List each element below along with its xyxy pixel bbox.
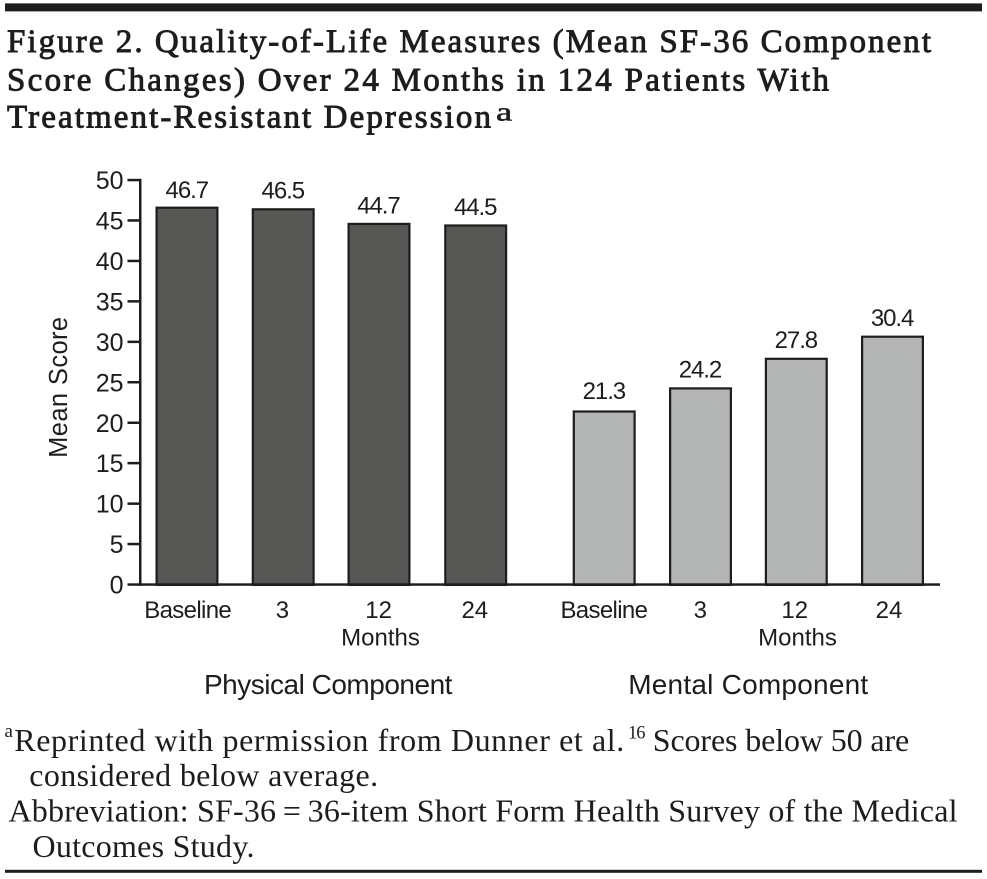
svg-text:Score Changes) Over 24 Months: Score Changes) Over 24 Months in 124 Pat…: [7, 63, 829, 99]
svg-text:15: 15: [96, 450, 124, 478]
svg-text:24: 24: [461, 597, 488, 624]
svg-text:12: 12: [781, 597, 808, 624]
svg-text:45: 45: [96, 208, 124, 236]
svg-text:Mean Score: Mean Score: [45, 317, 73, 458]
svg-text:Treatment-Resistant Depression: Treatment-Resistant Depression: [7, 100, 491, 136]
svg-text:Months: Months: [758, 624, 837, 651]
svg-text:Baseline: Baseline: [560, 597, 648, 624]
svg-text:0: 0: [110, 572, 124, 600]
svg-text:Physical Component: Physical Component: [204, 669, 453, 700]
svg-text:a: a: [5, 721, 14, 742]
svg-text:3: 3: [694, 597, 707, 624]
svg-text:35: 35: [96, 288, 124, 316]
svg-text:46.5: 46.5: [262, 178, 306, 205]
svg-text:considered below average.: considered below average.: [29, 757, 378, 793]
svg-text:30.4: 30.4: [871, 305, 915, 332]
svg-text:Figure 2. Quality-of-Life Meas: Figure 2. Quality-of-Life Measures (Mean…: [7, 24, 931, 60]
svg-text:25: 25: [96, 369, 124, 397]
svg-text:Months: Months: [341, 624, 420, 651]
svg-text:46.7: 46.7: [166, 177, 210, 204]
svg-text:27.8: 27.8: [775, 327, 819, 354]
svg-text:12: 12: [365, 597, 392, 624]
svg-text:10: 10: [96, 491, 124, 519]
svg-text:Reprinted with permission from: Reprinted with permission from Dunner et…: [14, 722, 624, 758]
svg-text:5: 5: [110, 531, 124, 559]
svg-text:Outcomes Study.: Outcomes Study.: [33, 828, 255, 864]
svg-text:21.3: 21.3: [583, 378, 627, 405]
svg-text:Abbreviation: SF-36 = 36-item: Abbreviation: SF-36 = 36-item Short Form…: [9, 792, 958, 828]
svg-text:44.5: 44.5: [454, 194, 498, 221]
svg-text:3: 3: [276, 597, 289, 624]
svg-text:40: 40: [96, 248, 124, 276]
svg-text:44.7: 44.7: [357, 192, 401, 219]
svg-text:30: 30: [96, 329, 124, 357]
svg-text:50: 50: [96, 167, 124, 195]
svg-text:a: a: [496, 98, 512, 127]
svg-text:24.2: 24.2: [679, 356, 723, 383]
svg-text:Scores below 50 are: Scores below 50 are: [653, 722, 909, 758]
svg-text:Mental Component: Mental Component: [628, 669, 868, 700]
svg-text:20: 20: [96, 410, 124, 438]
svg-text:Baseline: Baseline: [144, 597, 232, 624]
svg-text:16: 16: [628, 723, 646, 743]
svg-text:24: 24: [876, 597, 903, 624]
